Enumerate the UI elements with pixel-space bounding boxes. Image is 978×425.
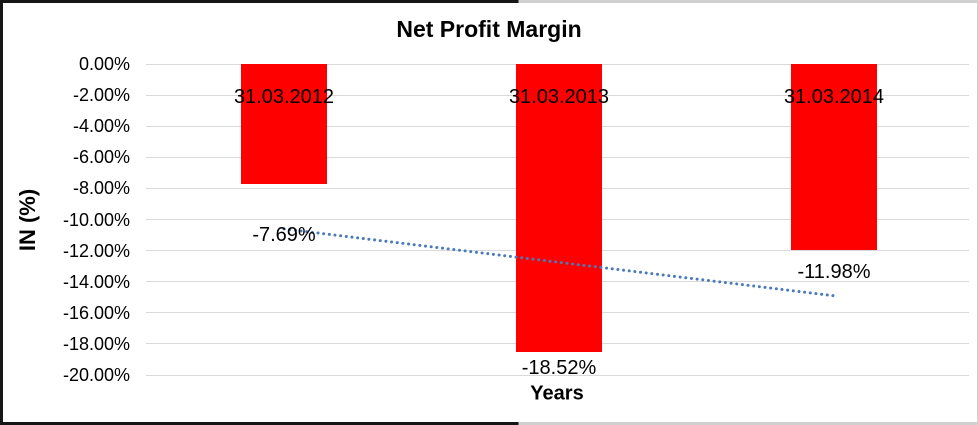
y-axis-tick-label: -6.00%: [72, 147, 130, 168]
x-axis-title: Years: [530, 382, 584, 405]
frame-border-bottom: [0, 422, 978, 425]
y-axis-title: IN (%): [15, 188, 40, 252]
category-label: 31.03.2012: [233, 86, 335, 108]
frame-border-left: [0, 0, 3, 425]
category-label: 31.03.2014: [783, 86, 885, 108]
bar-31.03.2012: [241, 64, 327, 184]
y-axis-tick-label: -14.00%: [62, 271, 130, 292]
value-label: -18.52%: [521, 357, 597, 380]
category-label: 31.03.2013: [508, 86, 610, 108]
y-axis-tick-label: -4.00%: [72, 116, 130, 137]
bar-31.03.2014: [791, 64, 877, 251]
y-axis-tick-label: -16.00%: [62, 302, 130, 323]
y-axis-tick-label: -10.00%: [62, 209, 130, 230]
chart-title: Net Profit Margin: [396, 16, 582, 42]
y-axis-tick-label: -20.00%: [62, 365, 130, 386]
y-axis-tick-label: -2.00%: [72, 85, 130, 106]
frame-border-top: [0, 0, 978, 3]
bar-31.03.2013: [516, 64, 602, 353]
gridline: [146, 374, 969, 376]
y-axis-tick-label: -18.00%: [62, 333, 130, 354]
y-axis-tick-label: -12.00%: [62, 240, 130, 261]
value-label: -7.69%: [252, 223, 316, 246]
y-axis-tick-label: -8.00%: [72, 178, 130, 199]
y-axis-tick-label: 0.00%: [78, 54, 130, 74]
value-label: -11.98%: [797, 261, 871, 284]
